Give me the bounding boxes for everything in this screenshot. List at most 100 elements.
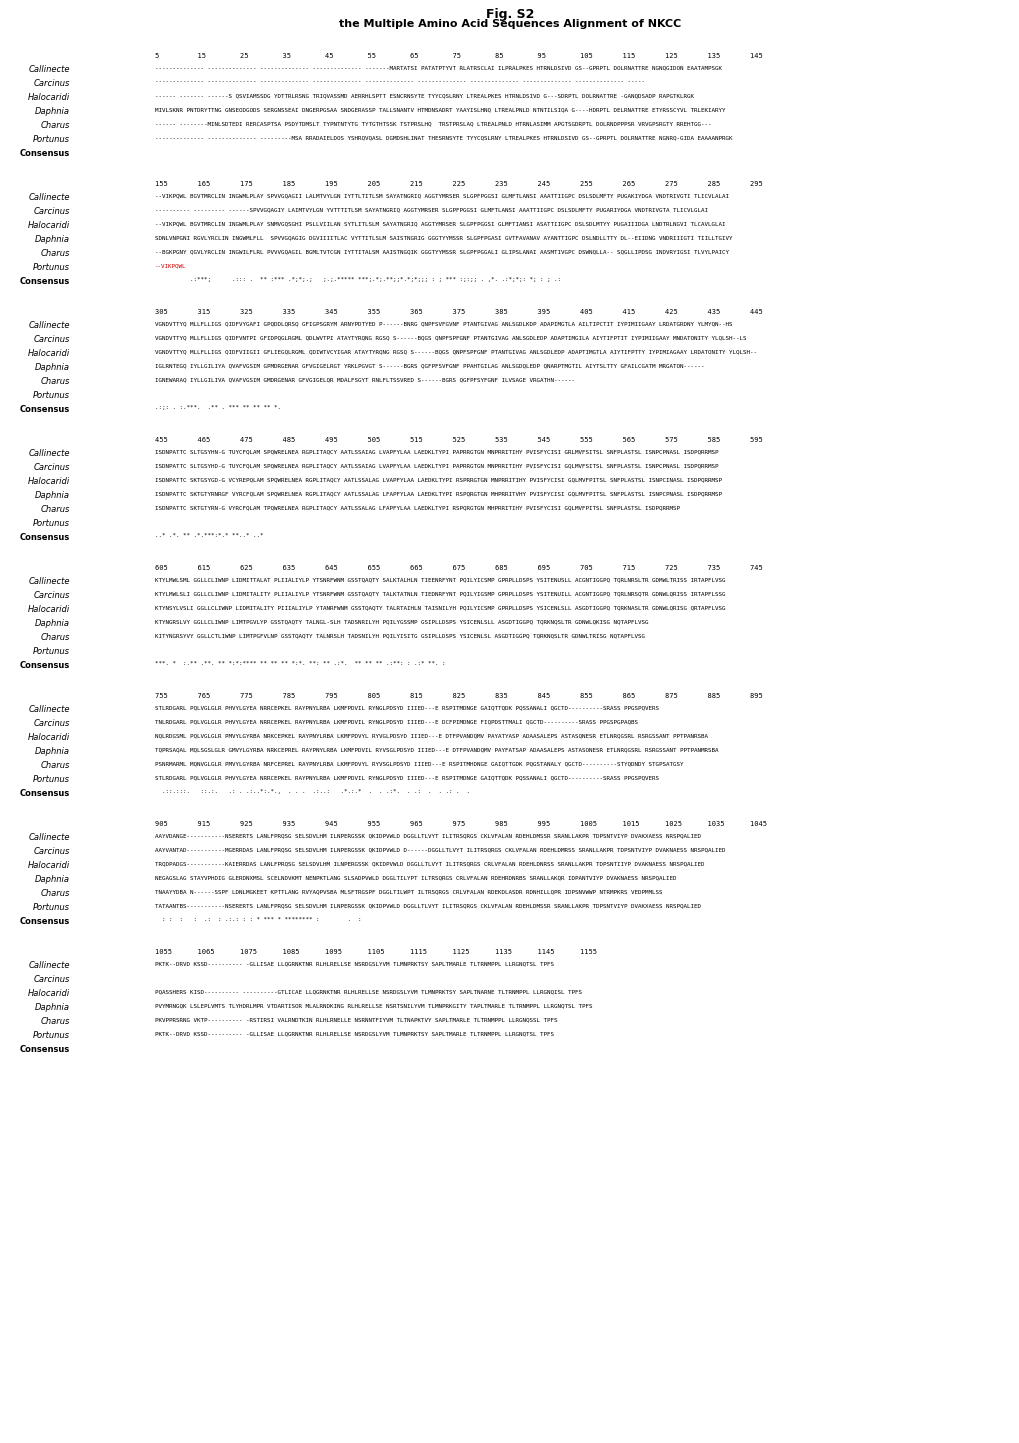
Text: Consensus: Consensus [19, 532, 70, 543]
Text: PKTK--DRVD KSSD---------- -GLLISAE LLQGRNKTNR RLHLRELLSE NSRDGSLYVM TLMNPRKTSY S: PKTK--DRVD KSSD---------- -GLLISAE LLQGR… [155, 1030, 553, 1036]
Text: PQASSHERS KISD---------- ----------GTLICAE LLQGRNKTNR RLHLRELLSE NSRDGSLYVM TLMN: PQASSHERS KISD---------- ----------GTLIC… [155, 988, 582, 994]
Text: KTYNSYLVSLI GGLLCLIWNP LIDMITALITY PIIIALIYLP YTANRFWNM GSSTQAQTY TALRTAIHLN TAI: KTYNSYLVSLI GGLLCLIWNP LIDMITALITY PIIIA… [155, 605, 725, 610]
Text: 155       165       175       185       195       205       215       225       : 155 165 175 185 195 205 215 225 [155, 180, 762, 188]
Text: Carcinus: Carcinus [34, 335, 70, 343]
Text: VGNDVTTYQ MLLFLLIGS QIDFVNTPI GFIDPQGLRGML QDLWVTPI ATAYTYRQNG RGSQ S------BQGS : VGNDVTTYQ MLLFLLIGS QIDFVNTPI GFIDPQGLRG… [155, 335, 746, 341]
Text: Daphnia: Daphnia [35, 1003, 70, 1012]
Text: Consensus: Consensus [19, 661, 70, 670]
Text: Callinecte: Callinecte [29, 320, 70, 330]
Text: MIVLSKNR PNTDRYTTNG GNSEODGODS SERGNSSEAI DNGERPGSAA SNDGERASSP TALLSNANTV HTMDN: MIVLSKNR PNTDRYTTNG GNSEODGODS SERGNSSEA… [155, 107, 725, 113]
Text: Portunus: Portunus [33, 136, 70, 144]
Text: Consensus: Consensus [19, 149, 70, 157]
Text: TNLRDGARL PQLVGLGLR PHVYLGYEA NRRCEPKEL RAYPNYLRBA LKMFPDVIL RYNGLPDSYD IIIED---: TNLRDGARL PQLVGLGLR PHVYLGYEA NRRCEPKEL … [155, 719, 637, 724]
Text: Callinecte: Callinecte [29, 833, 70, 843]
Text: 5         15        25        35        45        55        65        75        : 5 15 25 35 45 55 65 75 [155, 53, 762, 59]
Text: Daphnia: Daphnia [35, 874, 70, 885]
Text: Halocaridi: Halocaridi [28, 349, 70, 358]
Text: --VIKPQWL BGVTMRCLIN INGWMLPLAY SPVVGQAGII LALMTVYLGN IYTTLTITLSM SAYATNGRIQ AGG: --VIKPQWL BGVTMRCLIN INGWMLPLAY SPVVGQAG… [155, 193, 729, 198]
Text: NEGAGSLAG STAYVPHDIG GLERDNXMSL SCELNDVKMT NENPKTLANG SLSADPVWLD DGGLTILYPT ILTR: NEGAGSLAG STAYVPHDIG GLERDNXMSL SCELNDVK… [155, 874, 676, 880]
Text: ---------- --------- ------SPVVGQAGIY LAIMTVYLGN YVTTTITLSM SAYATNGRIQ AGGTYMRSE: ---------- --------- ------SPVVGQAGIY LA… [155, 206, 707, 212]
Text: TQPRSAQAL MQLSGSLGLR GMVYLGYRBA NRKCEPREL RAYPNYLRBA LKMFPDVIL RYVSGLPDSYD IIIED: TQPRSAQAL MQLSGSLGLR GMVYLGYRBA NRKCEPRE… [155, 747, 717, 752]
Text: Carcinus: Carcinus [34, 79, 70, 88]
Text: Charus: Charus [41, 889, 70, 898]
Text: ISDNPATTC SLTGSYHD-G TUYCFQLAM SPQWRELNEA RGPLITAQCY AATLSSAIAG LVAPFYLAA LAEDKL: ISDNPATTC SLTGSYHD-G TUYCFQLAM SPQWRELNE… [155, 463, 717, 468]
Text: VGNDVTTYQ MLLFLLIGS QIDFVIIGII GFLIEGQLRGML QDIWTVCYIGAR ATAYTYRQNG RGSQ S------: VGNDVTTYQ MLLFLLIGS QIDFVIIGII GFLIEGQLR… [155, 349, 756, 354]
Text: .::.:::.   ::.:.   .: . .:..*:.*.,  . . .  .:..:   .*.:.*  .  . .:*.  . .:  .  .: .::.:::. ::.:. .: . .:..*:.*., . . . .:.… [155, 789, 470, 794]
Text: Carcinus: Carcinus [34, 463, 70, 472]
Text: IGNEWARAQ IYLLGILIVA QVAFVGSIM GMDRGENAR GFVGIGELQR MDALFSGYT RNLFLTSSVRED S----: IGNEWARAQ IYLLGILIVA QVAFVGSIM GMDRGENAR… [155, 377, 575, 382]
Text: ------ --------MINLSDTEDI RERCASPTSA PSDYTDMSLT TYPNTNTYTG TYTGTHTSSK TSTPRSLHQ : ------ --------MINLSDTEDI RERCASPTSA PSD… [155, 121, 711, 126]
Text: Daphnia: Daphnia [35, 491, 70, 501]
Text: Portunus: Portunus [33, 391, 70, 400]
Text: ISDNPATTC SKTGTYRNRGF VYRCFQLAM SPQWRELNEA RGPLITAQCY AATLSSALAG LFAPFYLAA LAEDK: ISDNPATTC SKTGTYRNRGF VYRCFQLAM SPQWRELN… [155, 491, 721, 496]
Text: TRQDPADGS-----------KAIERRDAS LANLFPRQSG SELSDVLHM ILNPERGSSK QKIDPVWLD DGGLLTLV: TRQDPADGS-----------KAIERRDAS LANLFPRQSG… [155, 861, 704, 866]
Text: PVYMRNGQK LSLEPLVMTS TLYHDRLMPR VTDARTISOR MLALRNDKING RLHLRELLSE NSRTSNILYVM TL: PVYMRNGQK LSLEPLVMTS TLYHDRLMPR VTDARTIS… [155, 1003, 592, 1009]
Text: Charus: Charus [41, 505, 70, 514]
Text: Portunus: Portunus [33, 775, 70, 784]
Text: NQLRDGSML PQLVGLGLR PMVYLGYRBA NRKCEPKEL RAYPNYLRBA LKMFPDVYL RYVGLPDSYD IIIED--: NQLRDGSML PQLVGLGLR PMVYLGYRBA NRKCEPKEL… [155, 733, 707, 737]
Text: 305       315       325       335       345       355       365       375       : 305 315 325 335 345 355 365 375 [155, 309, 762, 315]
Text: ..* .*. ** .*.***:*.* **..* ..*: ..* .*. ** .*.***:*.* **..* ..* [155, 532, 263, 538]
Text: Charus: Charus [41, 377, 70, 385]
Text: Carcinus: Carcinus [34, 847, 70, 856]
Text: VGNDVTTYQ MLLFLLIGS QIDFVYGAFI GPQDDLQRSQ GFIGPSGRYM ARNYPDTYED P------BNRG QNPF: VGNDVTTYQ MLLFLLIGS QIDFVYGAFI GPQDDLQRS… [155, 320, 732, 326]
Text: --VIKPQWL: --VIKPQWL [155, 263, 186, 268]
Text: Daphnia: Daphnia [35, 235, 70, 244]
Text: Daphnia: Daphnia [35, 364, 70, 372]
Text: Charus: Charus [41, 1017, 70, 1026]
Text: Daphnia: Daphnia [35, 107, 70, 115]
Text: .:;: . :.***.  .** . *** ** ** ** *.: .:;: . :.***. .** . *** ** ** ** *. [155, 405, 280, 410]
Text: Halocaridi: Halocaridi [28, 988, 70, 999]
Text: Charus: Charus [41, 633, 70, 642]
Text: Charus: Charus [41, 121, 70, 130]
Text: Carcinus: Carcinus [34, 975, 70, 984]
Text: Halocaridi: Halocaridi [28, 92, 70, 102]
Text: Callinecte: Callinecte [29, 706, 70, 714]
Text: --BGKPGNY QGVLYRCLIN INGWILFLRL PVVVGQAGIL BGMLTVTCGN IYTTITALSM AAISTNGQIK GGGT: --BGKPGNY QGVLYRCLIN INGWILFLRL PVVVGQAG… [155, 250, 729, 254]
Text: ISDNPATTC SKTGSYGD-G VCYREPQLAM SPQWRELNEA RGPLITAQCY AATLSSALAG LVAPFYLAA LAEDK: ISDNPATTC SKTGSYGD-G VCYREPQLAM SPQWRELN… [155, 478, 721, 482]
Text: STLRDGARL PQLVGLGLR PHVYLGYEA NRRCEPKEL RAYPNYLRBA LKMFPDVIL RYNGLPDSYD IIIED---: STLRDGARL PQLVGLGLR PHVYLGYEA NRRCEPKEL … [155, 706, 658, 710]
Text: KTYLMWLSML GGLLCLIWNP LIDMITTALAT PLIIALIYLP YTSNRFWNM GSSTQAQTY SALKTALHLN TIEE: KTYLMWLSML GGLLCLIWNP LIDMITTALAT PLIIAL… [155, 577, 725, 582]
Text: KITYNGRSYVY GGLLCTLIWNP LIMTPGFVLNP GSSTQAQTY TALNRSLH TADSNILYH PQILYISITG GSIP: KITYNGRSYVY GGLLCTLIWNP LIMTPGFVLNP GSST… [155, 633, 644, 638]
Text: Halocaridi: Halocaridi [28, 605, 70, 615]
Text: Charus: Charus [41, 250, 70, 258]
Text: --VIKPQWL BGVTMRCLIN INGWMLPLAY SNMVGQSGHI PSLLVIILAN SYTLITLSLM SAYATNGRIQ AGGT: --VIKPQWL BGVTMRCLIN INGWMLPLAY SNMVGQSG… [155, 221, 725, 227]
Text: Callinecte: Callinecte [29, 65, 70, 74]
Text: Portunus: Portunus [33, 519, 70, 528]
Text: TATAANTBS-----------NSERERTS LANLFPRQSG SELSDVLHM ILNPERGSSK QKIDPVWLD DGGLLTLVY: TATAANTBS-----------NSERERTS LANLFPRQSG … [155, 903, 700, 908]
Text: Callinecte: Callinecte [29, 193, 70, 202]
Text: : :  :   :  .:  : .:.: : : * *** * ******** :        .  :: : : : : .: : .:.: : : * *** * ******** :… [155, 916, 361, 922]
Text: PKVPPRSRNG VKTP---------- -RSTIRSI VALRNDTKIN RLHLRNELLE NSRNNTFIYVM TLTNAPKTVY : PKVPPRSRNG VKTP---------- -RSTIRSI VALRN… [155, 1017, 557, 1022]
Text: -------------- -------------- -------------- -------------- -------MARTATSI PATA: -------------- -------------- ----------… [155, 65, 721, 71]
Text: -------------- -------------- ---------MSA RRADAIELDOS YSHRQVQASL DGMDSHLINAT TH: -------------- -------------- ---------M… [155, 136, 732, 140]
Text: AAYVDANGE-----------NSERERTS LANLFPRQSG SELSDVLHM ILNPERGSSK QKIDPVWLD DGGLLTLVY: AAYVDANGE-----------NSERERTS LANLFPRQSG … [155, 833, 700, 838]
Text: ***. *  :.** .**. ** *:*:**** ** ** ** *:*. **: ** .:*.  ** ** ** .:**: : .:* **: ***. * :.** .**. ** *:*:**** ** ** ** *:… [155, 661, 445, 667]
Text: Fig. S2: Fig. S2 [485, 9, 534, 22]
Text: Callinecte: Callinecte [29, 961, 70, 970]
Text: ISDNPATTC SKTGTYRN-G VYRCFQLAM TPQWRELNEA RGPLITAQCY AATLSSALAG LFAPFYLAA LAEDKL: ISDNPATTC SKTGTYRN-G VYRCFQLAM TPQWRELNE… [155, 505, 680, 509]
Text: KTYNGRSLVY GGLLCLIWNP LIMTPGVLYP GSSTQAQTY TALNGL-SLH TADSNRILYH PQILYGSSMP GSIP: KTYNGRSLVY GGLLCLIWNP LIMTPGVLYP GSSTQAQ… [155, 619, 648, 623]
Text: Carcinus: Carcinus [34, 719, 70, 729]
Text: Portunus: Portunus [33, 646, 70, 657]
Text: the Multiple Amino Acid Sequences Alignment of NKCC: the Multiple Amino Acid Sequences Alignm… [338, 19, 681, 29]
Text: 1055      1065      1075      1085      1095      1105      1115      1125      : 1055 1065 1075 1085 1095 1105 1115 1125 [155, 949, 596, 955]
Text: 605       615       625       635       645       655       665       675       : 605 615 625 635 645 655 665 675 [155, 566, 762, 571]
Text: Daphnia: Daphnia [35, 619, 70, 628]
Text: Carcinus: Carcinus [34, 592, 70, 600]
Text: AAYVANTAD-----------MGERRDAS LANLFPRQSG SELSDVLHM ILNPERGSSK QKIDPVWLD D------DG: AAYVANTAD-----------MGERRDAS LANLFPRQSG … [155, 847, 725, 851]
Text: Consensus: Consensus [19, 405, 70, 414]
Text: Halocaridi: Halocaridi [28, 861, 70, 870]
Text: Halocaridi: Halocaridi [28, 221, 70, 229]
Text: .:***;      .::: .  ** :*** .*;*;.;   ;.;.***** ***;.*;.**;;*.*;*;;; : ; *** :;:: .:***; .::: . ** :*** .*;*;.; ;.;.***** … [155, 277, 560, 281]
Text: Halocaridi: Halocaridi [28, 478, 70, 486]
Text: Portunus: Portunus [33, 903, 70, 912]
Text: Callinecte: Callinecte [29, 449, 70, 457]
Text: ------ ------- ------S QSVIAMSSDG YDTTRLRSNG TRIQVASSMD AERRHLSPTT ESNCRNSYTE TY: ------ ------- ------S QSVIAMSSDG YDTTRL… [155, 92, 693, 98]
Text: Portunus: Portunus [33, 263, 70, 271]
Text: Callinecte: Callinecte [29, 577, 70, 586]
Text: 905       915       925       935       945       955       965       975       : 905 915 925 935 945 955 965 975 [155, 821, 766, 827]
Text: 755       765       775       785       795       805       815       825       : 755 765 775 785 795 805 815 825 [155, 693, 762, 698]
Text: PKTK--DRVD KSSD---------- -GLLISAE LLQGRNKTNR RLHLRELLSE NSRDGSLYVM TLMNPRKTSY S: PKTK--DRVD KSSD---------- -GLLISAE LLQGR… [155, 961, 553, 965]
Text: Consensus: Consensus [19, 916, 70, 926]
Text: TNAAYYDBA N------SSPF LDNLMGKEET KPTTLANG RVYAQPVSBA MLSFTRGSPF DGGLTILWPT ILTRS: TNAAYYDBA N------SSPF LDNLMGKEET KPTTLAN… [155, 889, 662, 895]
